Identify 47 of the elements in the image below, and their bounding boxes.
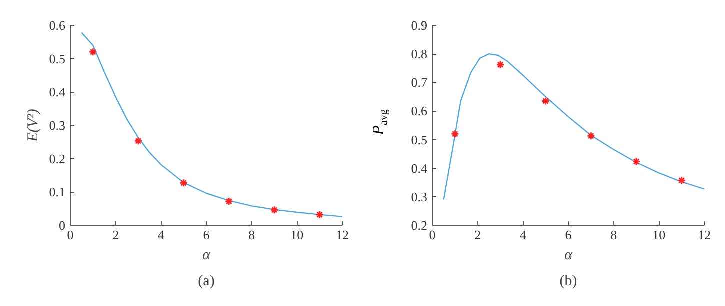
point (678, 176, 686, 185)
y-tick-label: 0.3 (49, 118, 66, 133)
y-axis-title: Pavg (370, 109, 390, 136)
y-tick-label: 0 (59, 218, 66, 233)
point (180, 178, 188, 188)
x-tick-label: 12 (698, 228, 711, 242)
x-tick-label: 8 (610, 228, 618, 242)
y-axis-title: E(V²) (25, 109, 42, 143)
point (270, 206, 279, 214)
y-tick-label: 0.2 (411, 218, 428, 233)
text: (b) (560, 274, 578, 290)
x-tick-label: 10 (652, 228, 666, 242)
x-tick-label: 8 (248, 228, 256, 242)
y-tick-label: 0.4 (411, 160, 428, 176)
x-tick-label: 4 (520, 228, 527, 242)
point (224, 197, 234, 206)
x-tick-label: 10 (290, 228, 304, 242)
y-tick-label: 0.6 (49, 18, 66, 33)
y-tick-label: 0.9 (411, 18, 428, 33)
y-tick-label: 0.6 (411, 104, 428, 119)
point (88, 48, 98, 56)
point (496, 60, 505, 70)
y-tick-label: 0.7 (411, 75, 428, 90)
x-tick-label: 6 (203, 228, 210, 242)
point (450, 130, 460, 138)
x-tick-label: 4 (158, 228, 165, 242)
x-tick-label: 12 (336, 228, 349, 242)
y-tick-label: 0.4 (49, 84, 66, 100)
x-axis-title: α (202, 248, 212, 264)
y-tick-label: 0.8 (411, 46, 428, 62)
point (632, 158, 641, 166)
text: (a) (198, 274, 215, 290)
line-series (81, 32, 342, 218)
line-series (443, 53, 704, 200)
y-tick-label: 0.5 (49, 51, 66, 66)
x-tick-label: 2 (474, 228, 482, 242)
x-tick-label: 2 (112, 228, 120, 242)
point (134, 136, 143, 146)
point (542, 96, 550, 106)
point (316, 210, 324, 220)
x-tick-label: 6 (565, 228, 572, 242)
point (586, 132, 596, 140)
x-axis-title: α (564, 248, 574, 264)
y-tick-label: 0.3 (411, 189, 428, 204)
y-tick-label: 0.2 (49, 151, 66, 166)
y-tick-label: 0.5 (411, 132, 428, 148)
y-tick-label: 0.1 (49, 184, 66, 200)
